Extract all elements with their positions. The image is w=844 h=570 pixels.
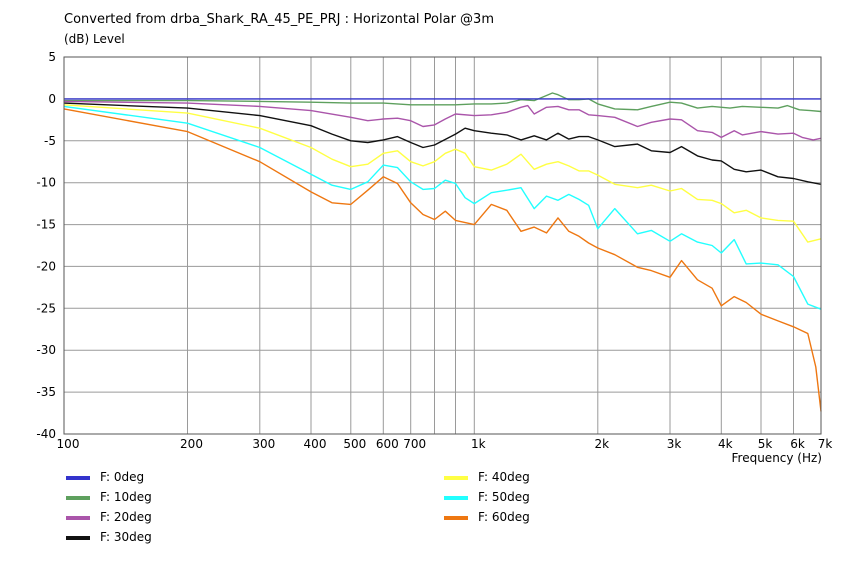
legend-swatch	[444, 516, 468, 520]
y-axis-label: (dB) Level	[64, 32, 125, 46]
series-lines	[63, 92, 822, 412]
x-tick-label: 500	[343, 437, 366, 451]
legend-swatch	[66, 476, 90, 480]
legend-label: F: 50deg	[478, 490, 530, 504]
y-tick-label: -40	[36, 427, 56, 441]
y-tick-label: -35	[36, 385, 56, 399]
x-tick-label: 200	[180, 437, 203, 451]
legend-swatch	[66, 496, 90, 500]
series-line-f-20deg	[63, 100, 822, 141]
y-tick-label: -5	[44, 134, 56, 148]
x-tick-label: 7k	[818, 437, 833, 451]
x-tick-label: 100	[57, 437, 80, 451]
series-line-f-10deg	[64, 92, 822, 113]
x-tick-label: 4k	[718, 437, 733, 451]
x-tick-label: 5k	[758, 437, 773, 451]
legend-swatch	[66, 516, 90, 520]
x-tick-label: 3k	[667, 437, 682, 451]
x-tick-label: 6k	[790, 437, 805, 451]
x-tick-label: 2k	[595, 437, 610, 451]
y-tick-label: 0	[48, 92, 56, 106]
legend-label: F: 20deg	[100, 510, 152, 524]
legend-label: F: 40deg	[478, 470, 530, 484]
series-line-f-40deg	[63, 104, 822, 243]
legend-label: F: 0deg	[100, 470, 145, 484]
y-tick-label: -25	[36, 301, 56, 315]
legend-swatch	[444, 496, 468, 500]
legend-label: F: 60deg	[478, 510, 530, 524]
y-tick-label: 5	[48, 50, 56, 64]
x-tick-label: 1k	[471, 437, 486, 451]
series-line-f-30deg	[63, 102, 822, 185]
legend-swatch	[66, 536, 90, 540]
grid	[63, 56, 822, 435]
series-line-f-60deg	[63, 108, 822, 412]
x-tick-label: 300	[252, 437, 275, 451]
x-tick-label: 700	[403, 437, 426, 451]
plot-border	[63, 56, 822, 435]
y-tick-label: -30	[36, 343, 56, 357]
series-line-f-50deg	[63, 105, 822, 310]
legend-label: F: 30deg	[100, 530, 152, 544]
y-tick-label: -10	[36, 176, 56, 190]
chart-title: Converted from drba_Shark_RA_45_PE_PRJ :…	[64, 12, 494, 27]
y-tick-label: -20	[36, 259, 56, 273]
legend-swatch	[444, 476, 468, 480]
legend-label: F: 10deg	[100, 490, 152, 504]
x-tick-label: 400	[304, 437, 327, 451]
y-tick-label: -15	[36, 218, 56, 232]
x-tick-label: 600	[376, 437, 399, 451]
x-axis-label: Frequency (Hz)	[731, 451, 823, 465]
